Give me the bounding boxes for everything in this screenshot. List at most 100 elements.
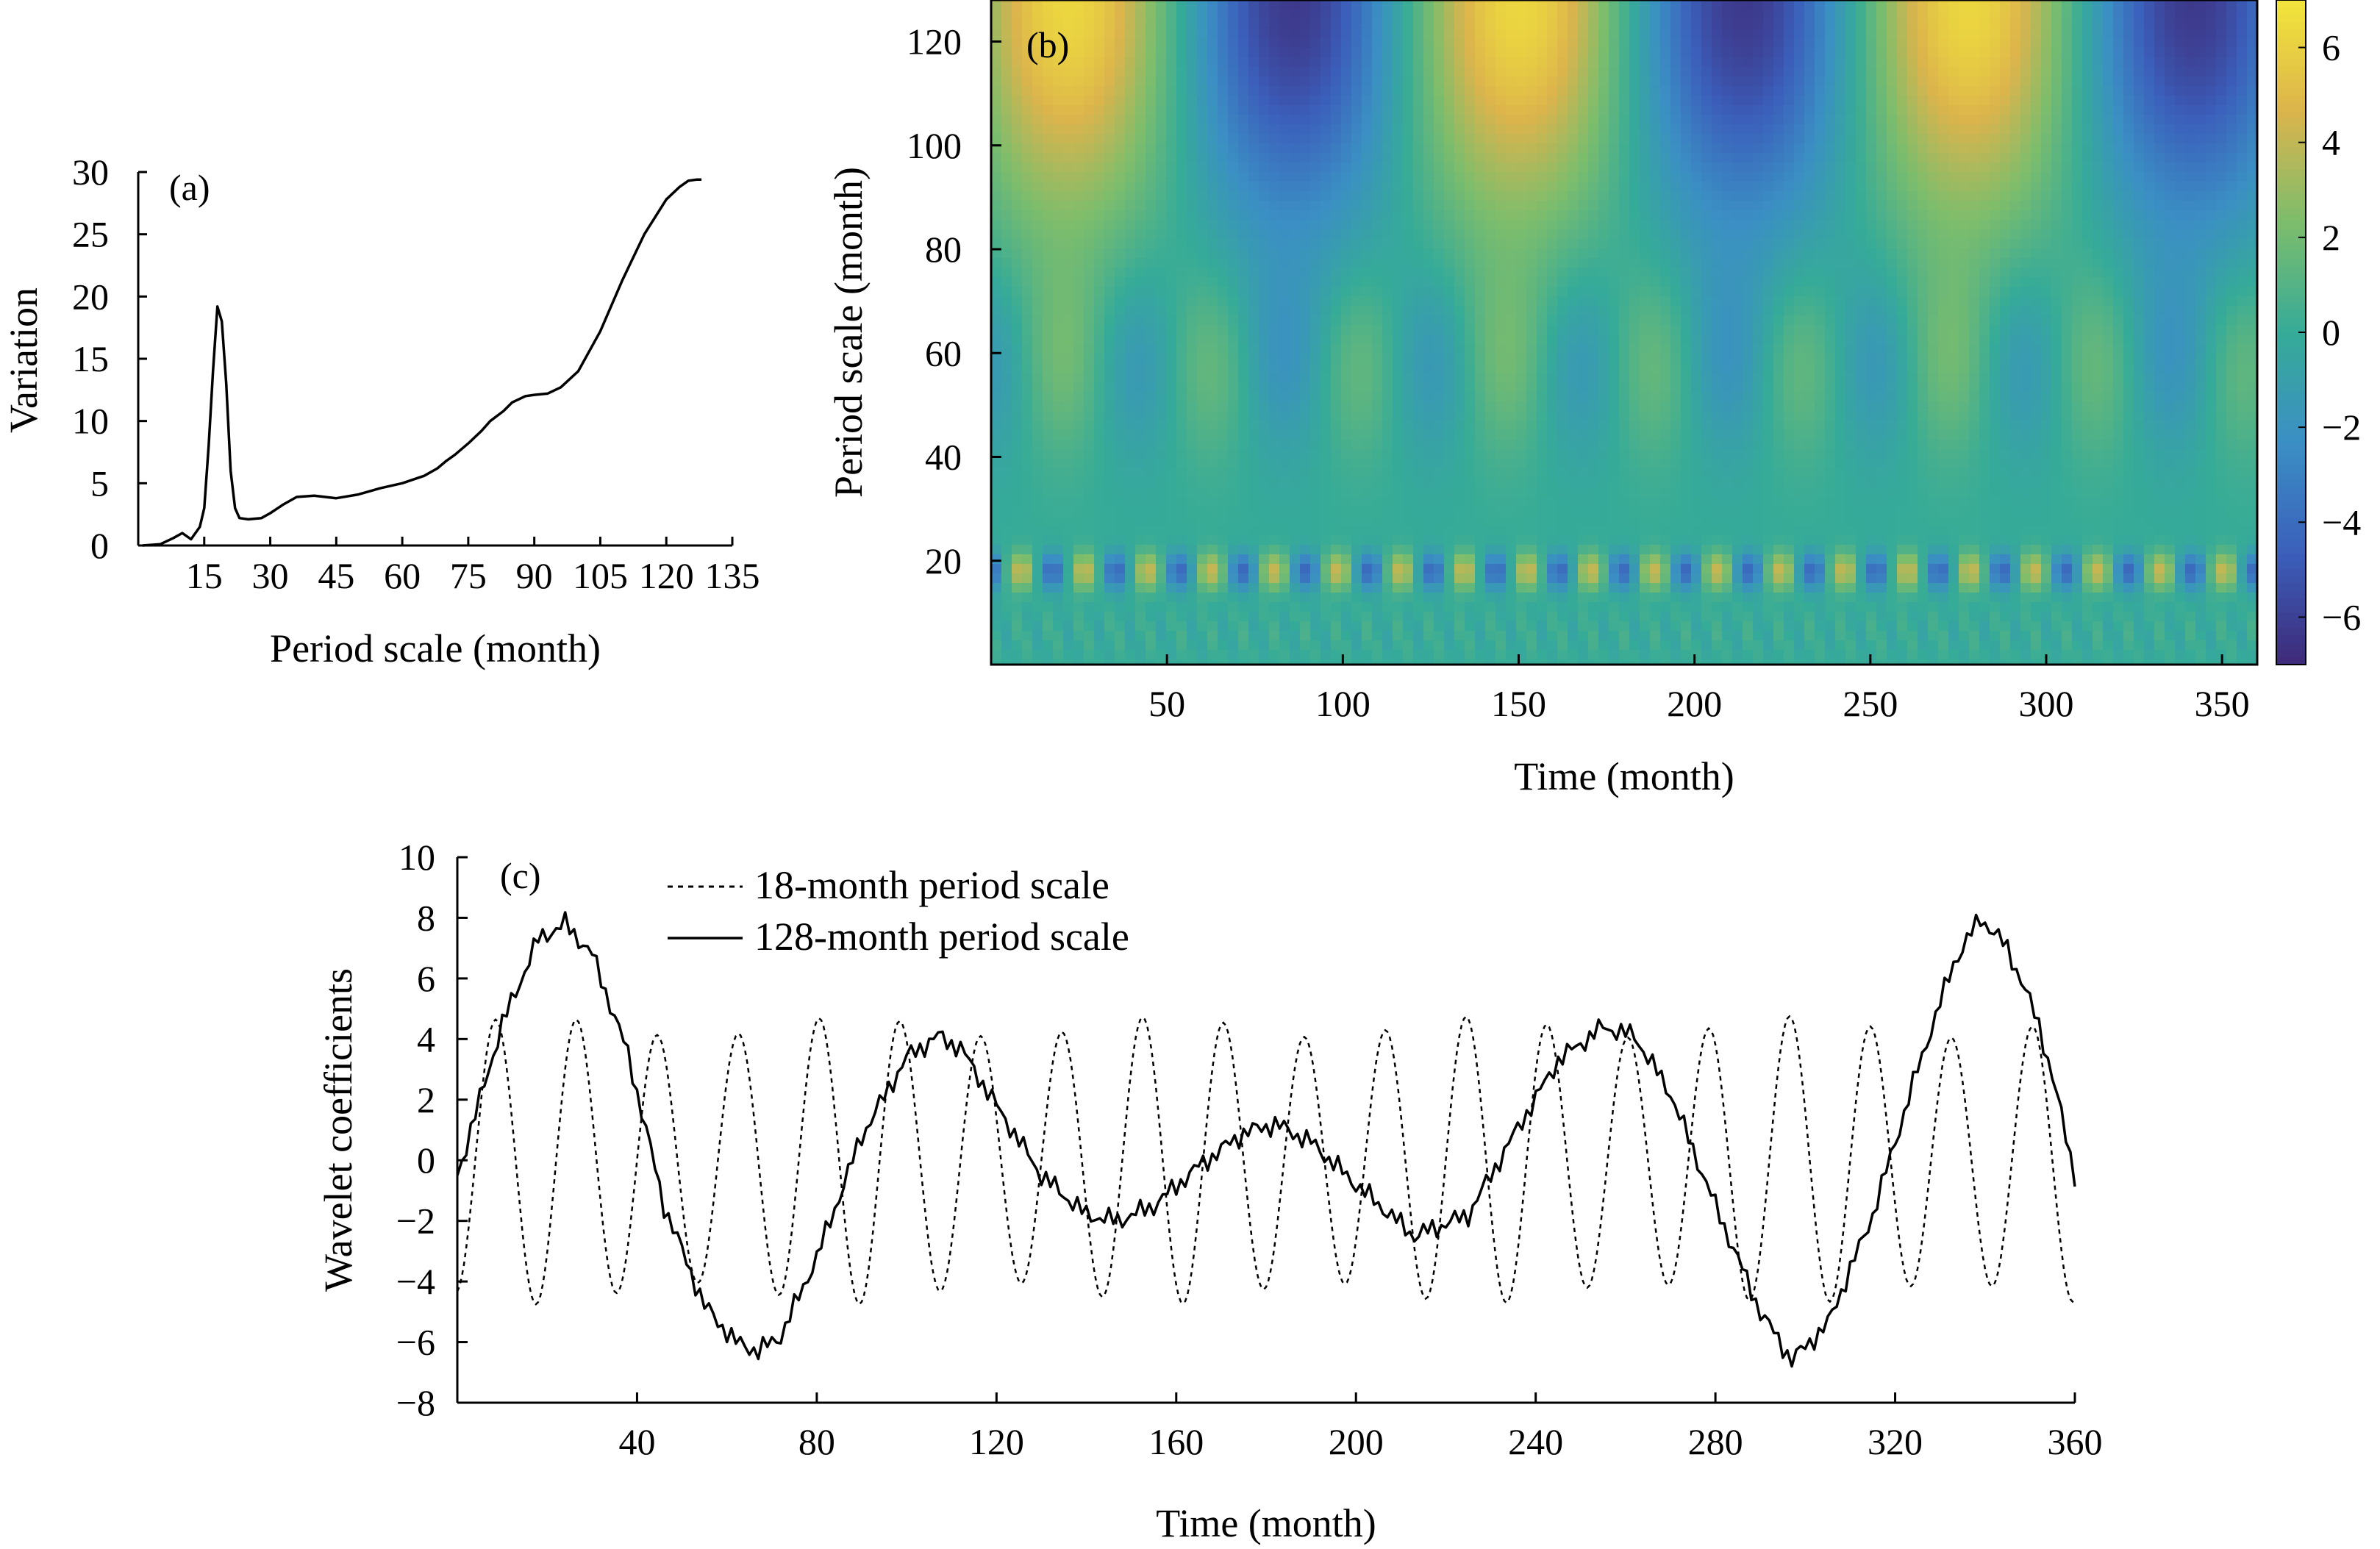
heatmap-cell	[1228, 277, 1239, 287]
heatmap-cell	[1444, 392, 1455, 402]
heatmap-cell	[1310, 239, 1321, 249]
heatmap-cell	[1207, 143, 1218, 154]
heatmap-cell	[1238, 392, 1249, 402]
heatmap-cell	[1485, 507, 1496, 517]
heatmap-cell	[1506, 554, 1517, 565]
heatmap-cell	[1629, 573, 1640, 584]
heatmap-cell	[1382, 315, 1393, 326]
heatmap-cell	[1197, 86, 1208, 96]
heatmap-cell	[1609, 354, 1620, 364]
heatmap-cell	[1681, 401, 1692, 412]
heatmap-cell	[1691, 401, 1702, 412]
heatmap-cell	[1454, 115, 1465, 125]
heatmap-cell	[1331, 335, 1342, 345]
heatmap-cell	[1485, 583, 1496, 593]
heatmap-cell	[1125, 583, 1136, 593]
heatmap-cell	[1670, 659, 1682, 665]
heatmap-cell	[1670, 411, 1682, 421]
heatmap-cell	[1506, 115, 1517, 125]
heatmap-cell	[1578, 0, 1589, 10]
heatmap-cell	[1547, 277, 1558, 287]
heatmap-cell	[1341, 76, 1352, 87]
heatmap-cell	[1063, 162, 1074, 173]
heatmap-cell	[1537, 650, 1548, 660]
heatmap-cell	[1063, 143, 1074, 154]
heatmap-cell	[1640, 229, 1651, 240]
heatmap-cell	[1681, 526, 1692, 536]
heatmap-cell	[1156, 554, 1167, 565]
heatmap-cell	[1465, 48, 1476, 58]
heatmap-cell	[1444, 76, 1455, 87]
heatmap-cell	[1279, 10, 1290, 20]
heatmap-cell	[1228, 593, 1239, 603]
heatmap-cell	[1537, 10, 1548, 20]
heatmap-cell	[1598, 335, 1609, 345]
heatmap-cell	[1331, 67, 1342, 77]
heatmap-cell	[1681, 411, 1692, 421]
heatmap-cell	[1290, 210, 1301, 221]
heatmap-cell	[1423, 0, 1434, 10]
heatmap-cell	[1495, 640, 1507, 651]
heatmap-cell	[1629, 315, 1640, 326]
heatmap-cell	[1598, 258, 1609, 268]
heatmap-cell	[1084, 487, 1095, 498]
heatmap-cell	[1084, 210, 1095, 221]
heatmap-cell	[1228, 373, 1239, 383]
heatmap-cell	[1094, 258, 1105, 268]
heatmap-cell	[1547, 115, 1558, 125]
heatmap-cell	[1619, 86, 1630, 96]
heatmap-cell	[1001, 497, 1012, 507]
heatmap-cell	[1444, 449, 1455, 459]
heatmap-cell	[1588, 48, 1599, 58]
heatmap-cell	[1043, 382, 1054, 393]
heatmap-cell	[1146, 650, 1157, 660]
heatmap-cell	[1259, 392, 1270, 402]
heatmap-cell	[1568, 421, 1579, 431]
heatmap-cell	[1557, 210, 1568, 221]
heatmap-cell	[1393, 573, 1404, 584]
heatmap-cell	[1660, 277, 1671, 287]
heatmap-cell	[1423, 201, 1434, 211]
heatmap-cell	[1444, 86, 1455, 96]
heatmap-cell	[1495, 124, 1507, 135]
heatmap-cell	[1022, 124, 1033, 135]
heatmap-cell	[1598, 277, 1609, 287]
heatmap-cell	[1670, 96, 1682, 106]
heatmap-cell	[1495, 239, 1507, 249]
heatmap-cell	[1609, 325, 1620, 335]
heatmap-cell	[1568, 468, 1579, 479]
heatmap-cell	[1485, 382, 1496, 393]
heatmap-cell	[1588, 277, 1599, 287]
heatmap-cell	[1465, 602, 1476, 612]
heatmap-cell	[1331, 640, 1342, 651]
heatmap-cell	[1588, 354, 1599, 364]
heatmap-cell	[1485, 67, 1496, 77]
heatmap-cell	[1341, 392, 1352, 402]
heatmap-cell	[1670, 382, 1682, 393]
heatmap-cell	[1228, 440, 1239, 450]
heatmap-cell	[1125, 382, 1136, 393]
heatmap-cell	[1434, 640, 1445, 651]
heatmap-cell	[1321, 258, 1332, 268]
heatmap-cell	[1156, 210, 1167, 221]
heatmap-cell	[1454, 96, 1465, 106]
heatmap-cell	[1012, 421, 1023, 431]
heatmap-cell	[1176, 497, 1187, 507]
heatmap-cell	[1681, 373, 1692, 383]
heatmap-cell	[1146, 239, 1157, 249]
heatmap-cell	[1032, 182, 1043, 192]
heatmap-cell	[1053, 487, 1064, 498]
heatmap-cell	[1053, 76, 1064, 87]
heatmap-cell	[1547, 440, 1558, 450]
heatmap-cell	[1218, 315, 1229, 326]
heatmap-cell	[1001, 19, 1012, 29]
heatmap-cell	[1341, 268, 1352, 278]
heatmap-cell	[1063, 631, 1074, 641]
heatmap-cell	[1197, 325, 1208, 335]
heatmap-cell	[1444, 411, 1455, 421]
heatmap-cell	[1475, 296, 1486, 307]
heatmap-cell	[1506, 516, 1517, 526]
heatmap-cell	[1413, 67, 1424, 77]
heatmap-cell	[1104, 296, 1115, 307]
heatmap-cell	[1248, 57, 1259, 68]
